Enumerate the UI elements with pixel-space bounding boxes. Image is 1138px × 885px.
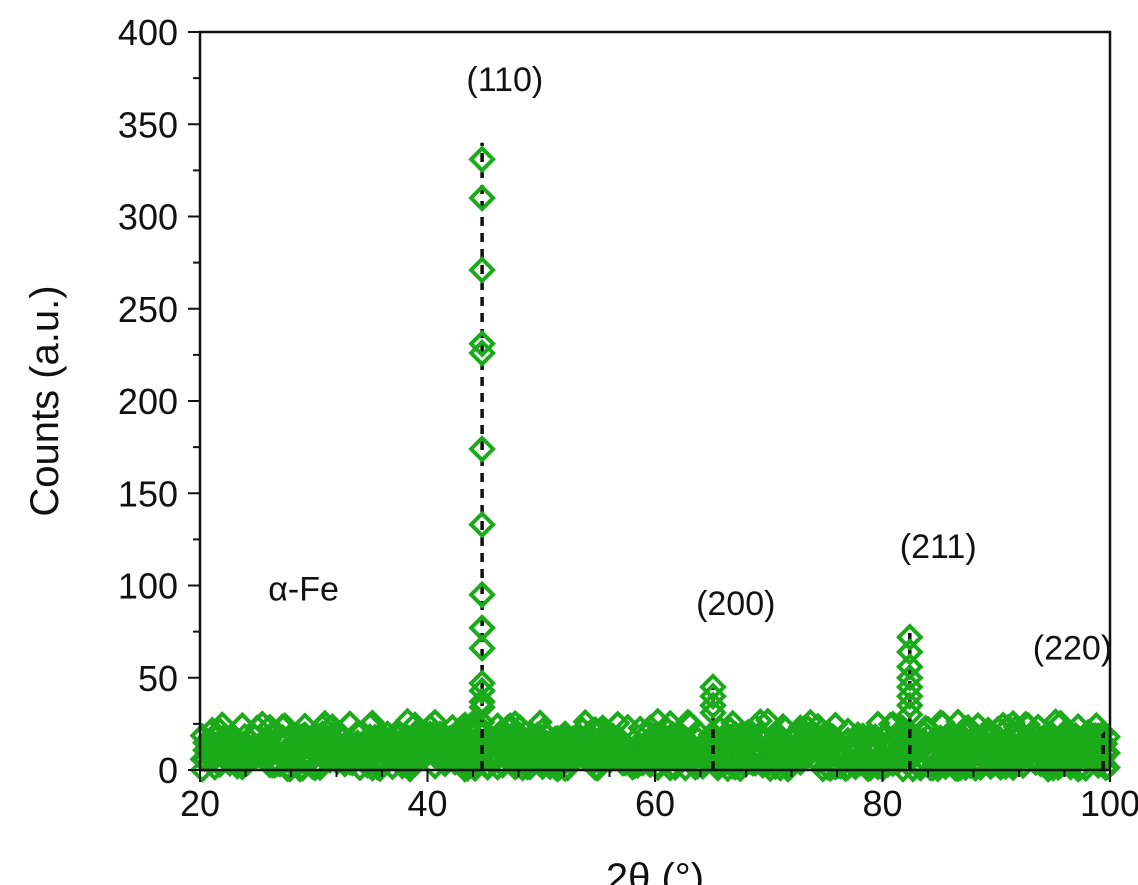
data-point (468, 580, 496, 609)
data-point (468, 510, 496, 539)
peak-annotation: (211) (900, 528, 977, 566)
noise-point (900, 757, 926, 783)
y-tick-label: 400 (118, 12, 178, 53)
x-tick-label: 20 (180, 783, 220, 824)
data-point (468, 693, 496, 722)
data-point (895, 691, 924, 720)
peak-annotation: (220) (1033, 629, 1112, 667)
y-tick-label: 250 (118, 289, 178, 330)
y-tick-labels: 0 50 100 150 200 250 300 350 400 (118, 12, 178, 791)
plot-frame (198, 30, 1112, 772)
noise-point (422, 754, 448, 780)
y-tick-label: 100 (118, 566, 178, 607)
data-point (468, 184, 496, 212)
y-tick-label: 50 (138, 658, 178, 699)
axis-ticks (188, 31, 1111, 782)
data-point (699, 698, 727, 727)
data-point (468, 687, 496, 716)
peak-annotation: (200) (696, 585, 775, 623)
data-point (699, 673, 727, 701)
x-axis-title: 2θ (°) (606, 856, 704, 885)
peak-annotations: (110) (200) (211) (220) (466, 61, 1112, 667)
y-tick-label: 350 (118, 104, 178, 145)
x-tick-label: 100 (1080, 783, 1138, 824)
y-tick-label: 300 (118, 197, 178, 238)
peak-reference-lines (480, 142, 1105, 770)
data-point (895, 700, 924, 729)
noise-point (229, 711, 256, 738)
y-tick-label: 150 (118, 473, 178, 514)
peak-annotation: (110) (466, 61, 543, 99)
data-point (468, 329, 496, 358)
x-tick-label: 60 (635, 783, 675, 824)
data-point (895, 623, 924, 652)
data-point (895, 638, 924, 666)
data-points (468, 145, 1111, 740)
data-point (895, 673, 924, 701)
data-point (468, 256, 496, 284)
data-point (468, 634, 496, 663)
data-point (1082, 711, 1111, 740)
x-tick-labels: 20 40 60 80 100 (180, 783, 1138, 824)
data-point (699, 691, 727, 720)
data-point (468, 435, 496, 463)
data-point (468, 676, 496, 705)
data-point (895, 663, 924, 692)
noise-point (754, 707, 781, 734)
data-point (895, 682, 924, 711)
x-tick-label: 80 (862, 783, 902, 824)
data-point (468, 339, 496, 367)
data-point (699, 682, 727, 711)
noise-point (1087, 721, 1114, 748)
y-tick-label: 200 (118, 381, 178, 422)
y-axis-title: Counts (a.u.) (23, 285, 67, 516)
x-tick-label: 40 (407, 783, 447, 824)
phase-label: α-Fe (268, 570, 339, 608)
y-tick-label: 0 (158, 750, 178, 791)
data-point (468, 145, 496, 174)
